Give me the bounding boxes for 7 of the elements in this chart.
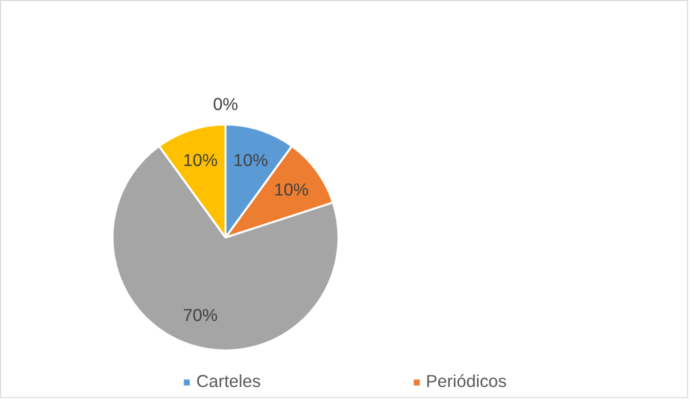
text: 0% [212, 94, 238, 114]
legend-label: Periódicos [426, 371, 507, 392]
legend-label: Carteles [196, 371, 261, 392]
data-label: 10% [274, 180, 309, 200]
data-label: 10% [233, 150, 268, 170]
data-label: 70% [183, 304, 218, 325]
data-label: 10% [183, 150, 218, 170]
